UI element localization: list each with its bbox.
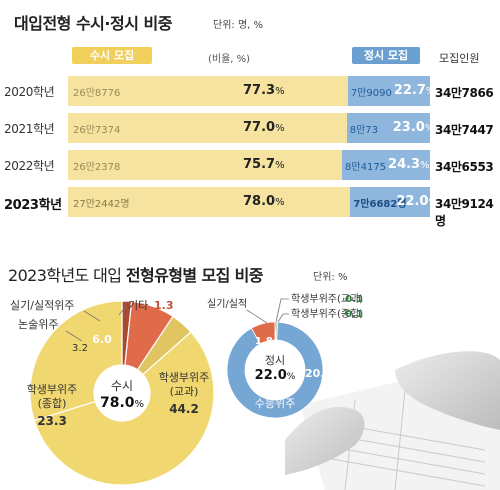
legend-jeongsi: 정시 모집 bbox=[352, 47, 420, 64]
center-label: 수시 bbox=[111, 379, 133, 393]
bar-susi bbox=[68, 76, 348, 106]
leader-line bbox=[246, 309, 268, 324]
total-header: 모집인원 bbox=[439, 52, 480, 65]
slice-label: 학생부위주 bbox=[159, 371, 210, 384]
slice-label: (교과) bbox=[170, 385, 199, 398]
center-value: 22.0% bbox=[255, 368, 296, 383]
total-count: 34만9124명 bbox=[435, 197, 494, 228]
susi-count: 26만2378 bbox=[73, 162, 121, 173]
susi-percent: 75.7% bbox=[243, 157, 285, 172]
bar-jeongsi bbox=[350, 187, 430, 217]
total-count: 34만6553 bbox=[435, 160, 494, 174]
slice-label: 논술위주 bbox=[18, 318, 58, 331]
slice-label: (종합) bbox=[38, 397, 67, 410]
leader-line bbox=[118, 305, 127, 316]
susi-count: 27만2442명 bbox=[73, 199, 130, 210]
slice-value: 0.1 bbox=[345, 309, 363, 320]
jeongsi-count: 8만73 bbox=[349, 125, 379, 136]
slice-label: 수능위주 bbox=[255, 397, 295, 410]
center-value: 78.0% bbox=[100, 395, 144, 411]
bottom-title: 2023학년도 대입 전형유형별 모집 비중 bbox=[8, 266, 264, 285]
slice-value: 23.3 bbox=[37, 414, 67, 428]
bottom-unit-label: 단위: % bbox=[313, 272, 348, 283]
bar-susi bbox=[68, 187, 351, 217]
bar-jeongsi bbox=[342, 150, 430, 180]
susi-percent: 77.3% bbox=[243, 83, 285, 98]
slice-label: 기타 bbox=[128, 299, 148, 312]
leader-line bbox=[277, 313, 289, 323]
jeongsi-percent: 22.0% bbox=[396, 194, 438, 209]
slice-label: 학생부위주(종합) bbox=[291, 307, 363, 320]
slice-value: 1.8 bbox=[255, 336, 273, 347]
bar-jeongsi bbox=[347, 76, 430, 106]
year-label: 2022학년 bbox=[4, 159, 55, 173]
leader-line bbox=[65, 330, 83, 342]
jeongsi-count: 8만4175 bbox=[345, 162, 387, 173]
jeongsi-count: 7만6682명 bbox=[353, 199, 407, 210]
slice-value: 6.0 bbox=[92, 333, 112, 346]
jeongsi-count: 7만9090 bbox=[350, 88, 392, 99]
bar-susi bbox=[68, 113, 347, 143]
year-label: 2021학년 bbox=[4, 122, 55, 136]
jeongsi-percent: 22.7% bbox=[393, 83, 436, 98]
bar-susi bbox=[68, 150, 343, 180]
donut-chart-susi: 수시78.0%학생부위주(교과)44.2학생부위주(종합)23.33.26.0실… bbox=[10, 299, 215, 486]
susi-percent: 78.0% bbox=[243, 194, 285, 209]
jeongsi-percent: 23.0% bbox=[392, 120, 435, 135]
chart-title: 대입전형 수시·정시 비중 bbox=[14, 14, 172, 33]
slice-value: 0.1 bbox=[345, 294, 363, 305]
donut-hole bbox=[245, 340, 305, 400]
leader-line bbox=[275, 298, 289, 323]
jeongsi-percent: 24.3% bbox=[388, 157, 430, 172]
slice-label: 실기/실적 bbox=[207, 298, 247, 310]
unit-label: 단위: 명, % bbox=[213, 20, 264, 31]
donut-hole bbox=[94, 365, 150, 421]
slice-value: 3.2 bbox=[72, 343, 88, 354]
bar-jeongsi bbox=[346, 113, 430, 143]
slice-value: 1.3 bbox=[154, 299, 174, 312]
total-count: 34만7866 bbox=[435, 86, 494, 100]
slice-value: 44.2 bbox=[169, 402, 199, 416]
slice-label: 학생부위주(교과) bbox=[291, 292, 363, 305]
total-count: 34만7447 bbox=[435, 123, 494, 137]
slice-label: 학생부위주 bbox=[27, 383, 78, 396]
leader-line bbox=[83, 310, 101, 322]
slice-value: 20.0 bbox=[305, 367, 332, 380]
year-label: 2023학년 bbox=[4, 198, 62, 213]
susi-percent: 77.0% bbox=[243, 120, 285, 135]
center-label: 정시 bbox=[265, 354, 285, 367]
susi-count: 26만8776 bbox=[73, 88, 121, 99]
legend-susi: 수시 모집 bbox=[72, 47, 152, 64]
year-label: 2020학년 bbox=[4, 85, 55, 99]
ratio-header: (비율, %) bbox=[208, 54, 251, 65]
slice-label: 실기/실적위주 bbox=[10, 299, 74, 312]
hands-illustration bbox=[285, 351, 500, 490]
susi-count: 26만7374 bbox=[73, 125, 121, 136]
